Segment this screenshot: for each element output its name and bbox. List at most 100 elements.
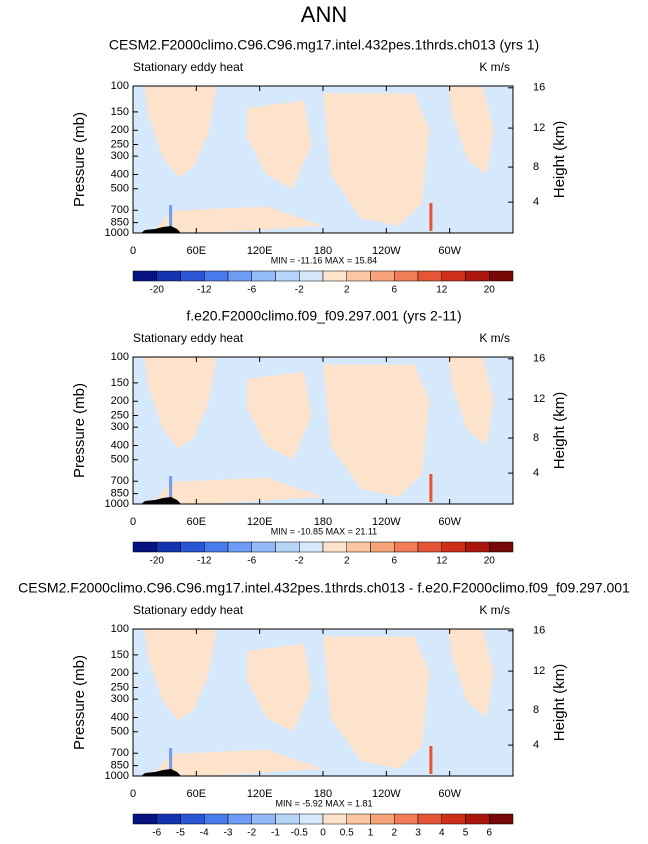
field-region bbox=[323, 364, 430, 497]
y-tick-label: 500 bbox=[111, 454, 129, 466]
colorbar-box bbox=[370, 270, 395, 282]
y-tick-label: 500 bbox=[111, 183, 129, 195]
y-tick-label: 150 bbox=[111, 377, 129, 389]
panel-subtitle: Stationary eddy heat bbox=[133, 331, 244, 345]
x-tick-label: 0 bbox=[130, 516, 136, 528]
y2-tick-label: 4 bbox=[533, 739, 539, 751]
field-region bbox=[323, 636, 430, 769]
y-tick-label: 250 bbox=[111, 409, 129, 421]
y-tick-label: 300 bbox=[111, 421, 129, 433]
field-feature bbox=[429, 474, 433, 502]
colorbar-label: 0 bbox=[320, 828, 326, 839]
colorbar-label: -2 bbox=[295, 285, 304, 296]
field-region bbox=[247, 100, 312, 189]
field-feature bbox=[169, 205, 173, 231]
y-tick-label: 150 bbox=[111, 649, 129, 661]
topography bbox=[141, 769, 181, 776]
colorbar-label: 3 bbox=[415, 828, 421, 839]
y-tick-label: 200 bbox=[111, 124, 129, 136]
x-tick-label: 60W bbox=[438, 788, 461, 800]
colorbar-box bbox=[346, 270, 371, 282]
colorbar-box bbox=[370, 541, 395, 553]
field-region bbox=[247, 643, 312, 732]
colorbar-label: 6 bbox=[486, 828, 492, 839]
y-tick-label: 500 bbox=[111, 726, 129, 738]
x-tick-label: 180 bbox=[314, 516, 332, 528]
colorbar-box bbox=[204, 813, 229, 825]
colorbar-label: 1 bbox=[368, 828, 374, 839]
colorbar-label: -12 bbox=[197, 556, 212, 567]
x-tick-label: 120E bbox=[247, 245, 273, 257]
colorbar-label: 2 bbox=[391, 828, 397, 839]
y2-tick-label: 8 bbox=[533, 432, 539, 444]
x-tick-label: 180 bbox=[314, 245, 332, 257]
panel: f.e20.F2000climo.f09_f09.297.001 (yrs 2-… bbox=[71, 308, 568, 567]
field-region bbox=[323, 93, 430, 226]
units: K m/s bbox=[479, 603, 510, 617]
colorbar-box bbox=[370, 813, 395, 825]
colorbar-box bbox=[132, 270, 157, 282]
field-region bbox=[144, 629, 217, 721]
colorbar-box bbox=[227, 813, 252, 825]
colorbar-box bbox=[156, 541, 181, 553]
min-max: MIN = -10.85 MAX = 21.11 bbox=[271, 526, 377, 536]
x-tick-label: 120W bbox=[372, 788, 401, 800]
colorbar-label: 20 bbox=[484, 285, 496, 296]
min-max: MIN = -5.92 MAX = 1.81 bbox=[275, 798, 372, 808]
y2-tick-label: 12 bbox=[533, 122, 545, 134]
y-tick-label: 150 bbox=[111, 106, 129, 118]
colorbar-box bbox=[299, 270, 324, 282]
x-tick-label: 180 bbox=[314, 788, 332, 800]
colorbar-box bbox=[251, 541, 276, 553]
colorbar-label: 6 bbox=[391, 556, 397, 567]
colorbar-label: 12 bbox=[436, 285, 448, 296]
colorbar-box bbox=[156, 270, 181, 282]
x-tick-label: 120W bbox=[372, 245, 401, 257]
colorbar-label: -20 bbox=[150, 556, 165, 567]
field-feature bbox=[429, 746, 433, 774]
y2-tick-label: 4 bbox=[533, 196, 539, 208]
colorbar-box bbox=[299, 813, 324, 825]
colorbar-box bbox=[204, 270, 229, 282]
colorbar-box bbox=[465, 541, 490, 553]
x-tick-label: 0 bbox=[130, 245, 136, 257]
y-tick-label: 250 bbox=[111, 681, 129, 693]
colorbar-label: 12 bbox=[436, 556, 448, 567]
min-max: MIN = -11.16 MAX = 15.84 bbox=[271, 255, 377, 265]
y-tick-label: 850 bbox=[111, 760, 129, 772]
y-tick-label: 700 bbox=[111, 204, 129, 216]
colorbar-box bbox=[394, 813, 419, 825]
field-region bbox=[152, 477, 323, 504]
field-region bbox=[144, 357, 217, 449]
colorbar-box bbox=[227, 541, 252, 553]
field-region bbox=[152, 749, 323, 776]
y2-tick-label: 12 bbox=[533, 665, 545, 677]
colorbar-box bbox=[465, 813, 490, 825]
y2-axis-label: Height (km) bbox=[551, 392, 568, 470]
field-region bbox=[448, 629, 494, 718]
colorbar-box bbox=[346, 813, 371, 825]
x-tick-label: 60W bbox=[438, 516, 461, 528]
colorbar-box bbox=[227, 270, 252, 282]
y-tick-label: 300 bbox=[111, 693, 129, 705]
colorbar-box bbox=[441, 270, 466, 282]
colorbar-box bbox=[204, 541, 229, 553]
colorbar-label: -4 bbox=[200, 828, 209, 839]
y-tick-label: 400 bbox=[111, 439, 129, 451]
y2-axis-label: Height (km) bbox=[551, 121, 568, 199]
units: K m/s bbox=[479, 331, 510, 345]
colorbar-label: -12 bbox=[197, 285, 212, 296]
colorbar-box bbox=[251, 270, 276, 282]
y2-tick-label: 8 bbox=[533, 161, 539, 173]
colorbar-box bbox=[180, 541, 205, 553]
x-tick-label: 120W bbox=[372, 516, 401, 528]
y2-tick-label: 16 bbox=[533, 82, 545, 94]
colorbar-label: -2 bbox=[247, 828, 256, 839]
field-feature bbox=[429, 203, 433, 231]
field-region bbox=[448, 357, 494, 446]
field-feature bbox=[169, 748, 173, 774]
colorbar-box bbox=[132, 541, 157, 553]
colorbar-box bbox=[322, 813, 347, 825]
colorbar-box bbox=[489, 270, 514, 282]
